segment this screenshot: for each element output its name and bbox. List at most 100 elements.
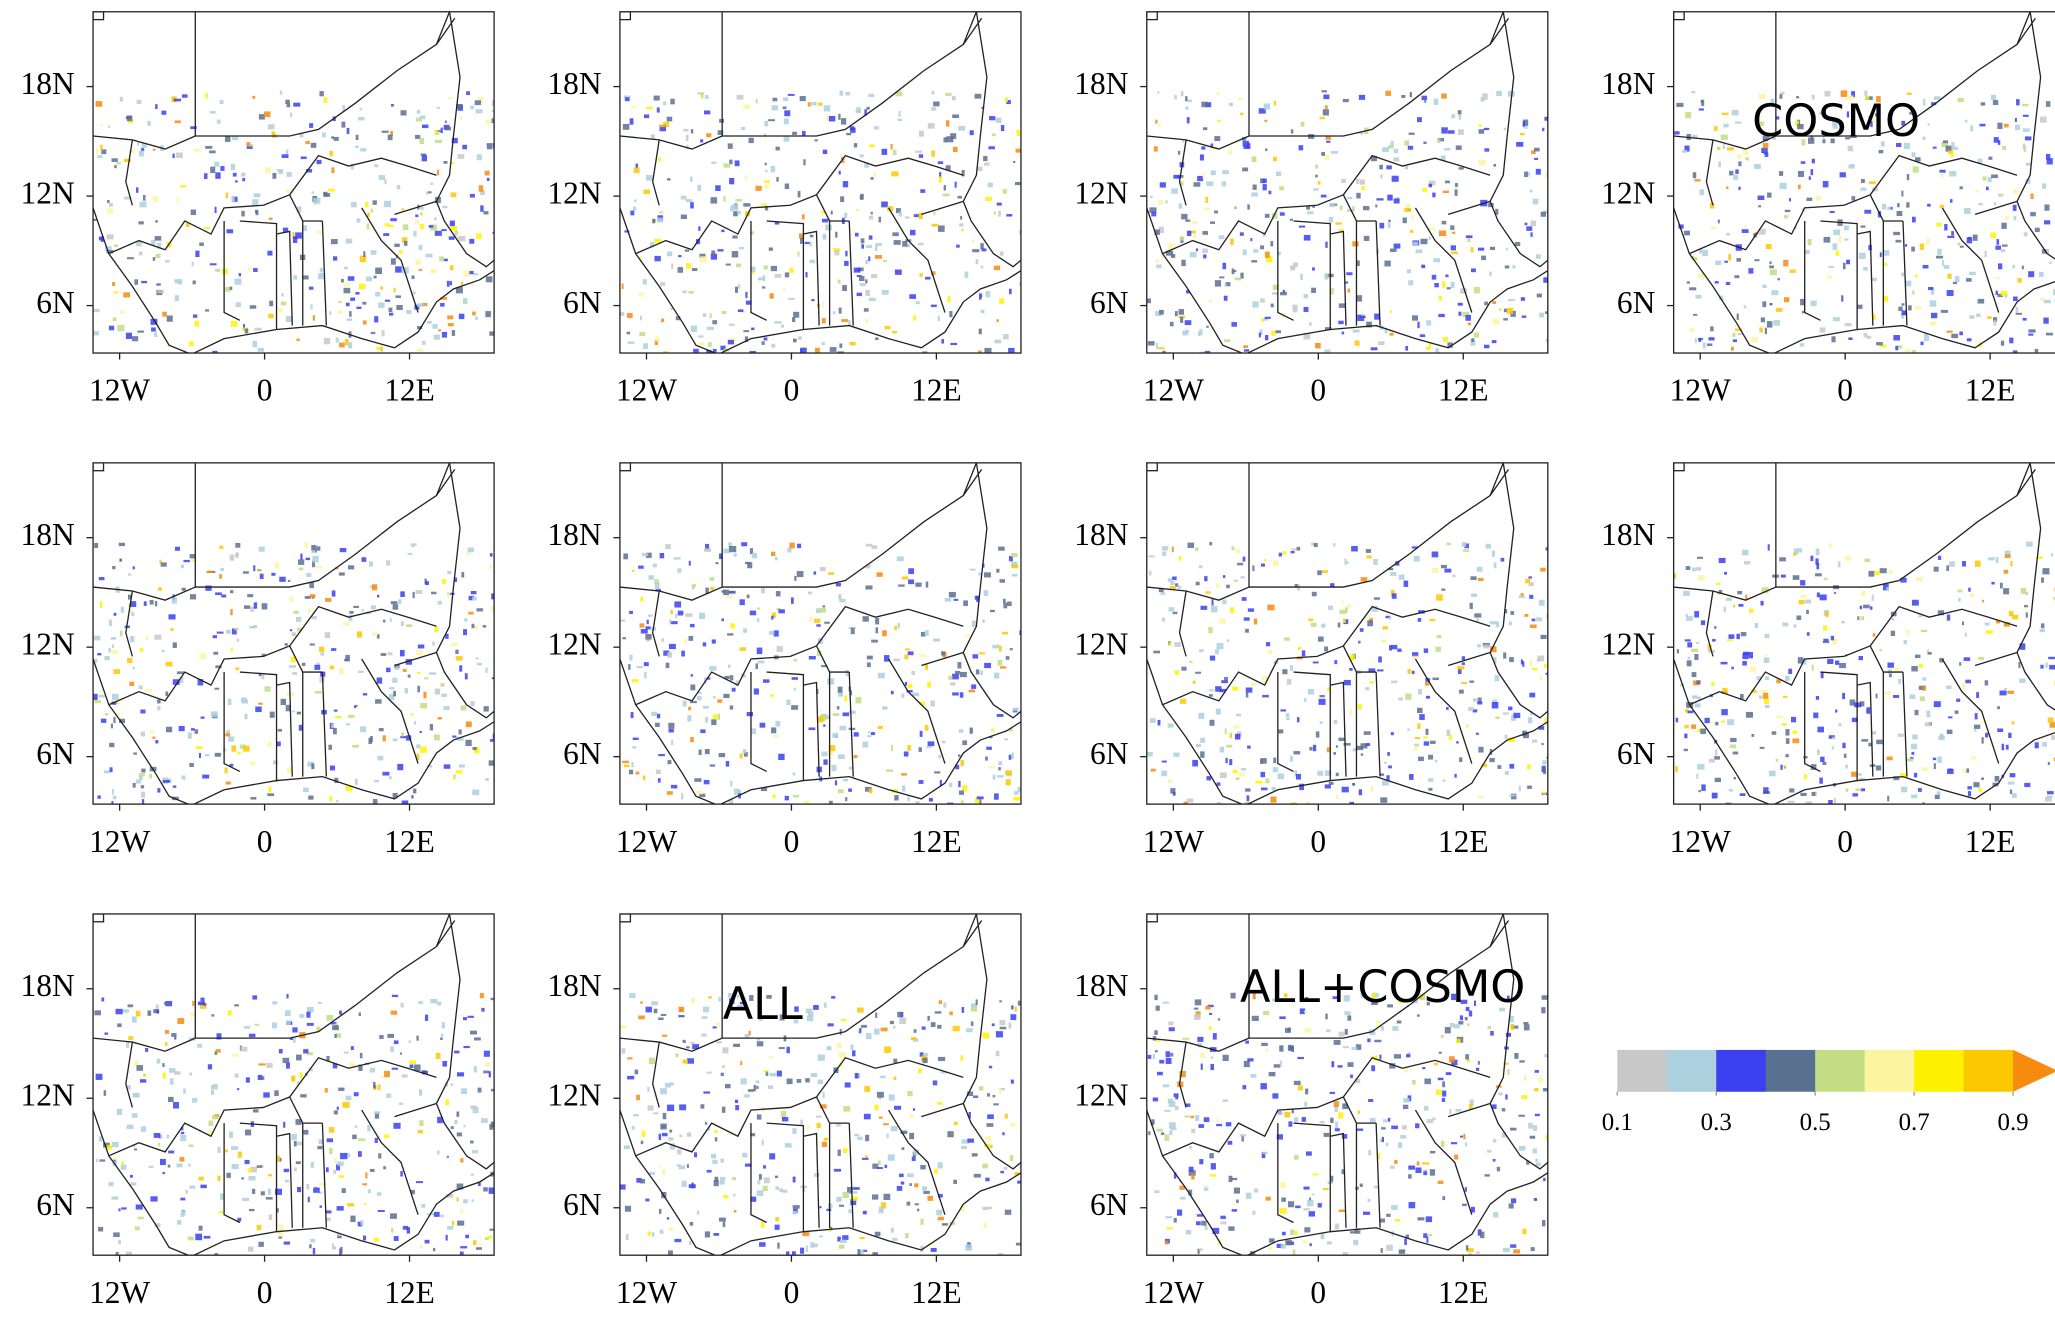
precip-speck [1181,91,1184,96]
precip-speck [1928,287,1933,290]
precip-speck [388,135,393,141]
precip-speck [1425,682,1429,686]
precip-speck [690,177,692,182]
precip-speck [1694,654,1698,660]
precip-speck [988,146,994,149]
precip-speck [976,999,978,1005]
y-tick-label: 12N [21,626,75,661]
precip-speck [1471,268,1476,272]
precip-speck [971,1021,974,1026]
precip-speck [302,663,305,666]
precip-speck [1157,1072,1163,1075]
precip-speck [1251,683,1256,686]
precip-speck [972,1153,978,1156]
precip-speck [625,97,630,101]
precip-speck [1180,317,1183,323]
precip-speck [432,642,435,646]
precip-speck [1725,803,1731,809]
precip-speck [976,669,979,674]
precip-speck [1458,129,1464,135]
precip-speck [192,262,194,267]
precip-speck [1386,165,1392,169]
precip-speck [2001,223,2006,229]
precip-speck [231,321,238,327]
precip-speck [1510,1128,1517,1131]
precip-speck [1164,1110,1170,1112]
precip-speck [333,1170,336,1174]
precip-speck [632,570,634,572]
precip-speck [1951,142,1954,147]
precip-speck [2002,744,2004,750]
precip-speck [654,1009,658,1013]
precip-speck [350,297,355,300]
precip-speck [1323,1188,1329,1190]
precip-speck [183,1211,186,1216]
precip-speck [978,573,981,576]
precip-speck [219,546,223,549]
precip-speck [1199,565,1203,568]
precip-speck [1197,1037,1203,1042]
precip-speck [1260,1083,1266,1089]
precip-speck [2025,136,2032,140]
precip-speck [1524,614,1528,617]
precip-speck [1274,101,1276,106]
precip-speck [136,1011,141,1017]
precip-speck [669,644,676,649]
precip-speck [875,1105,879,1111]
precip-speck [1541,212,1546,217]
precip-speck [134,279,138,284]
precip-speck [1920,696,1925,701]
precip-speck [825,225,832,231]
precip-speck [1905,244,1907,247]
precip-speck [639,292,644,296]
precip-speck [882,706,887,709]
precip-speck [1412,656,1419,659]
precip-speck [2024,232,2028,236]
precip-speck [960,692,963,697]
precip-speck [1675,766,1678,772]
precip-speck [938,1057,945,1061]
precip-speck [309,583,314,589]
precip-speck [147,121,150,126]
precip-speck [174,1037,176,1040]
precip-speck [1882,204,1886,210]
precip-speck [1011,565,1018,569]
precip-speck [441,229,446,231]
precip-speck [827,114,829,120]
precip-speck [136,779,141,783]
precip-speck [1381,1248,1383,1253]
precip-speck [862,1158,869,1160]
precip-speck [1339,1032,1345,1037]
precip-speck [1804,775,1807,780]
precip-speck [231,164,235,170]
precip-speck [333,256,337,260]
precip-speck [121,607,124,613]
precip-field [93,90,498,356]
precip-speck [1979,124,1985,127]
y-tick-label: 6N [563,736,601,771]
precip-speck [886,769,893,771]
precip-speck [230,590,233,593]
precip-speck [1456,1039,1460,1043]
precip-speck [2023,318,2027,321]
precip-speck [458,236,465,241]
precip-speck [1957,243,1960,246]
precip-speck [1291,267,1296,271]
precip-speck [1743,149,1749,155]
precip-speck [1533,1125,1537,1131]
precip-speck [1450,225,1454,229]
precip-speck [296,1055,302,1061]
precip-speck [1907,174,1909,180]
precip-speck [1187,231,1191,236]
precip-speck [723,590,729,596]
precip-speck [1441,1141,1445,1147]
precip-speck [988,1207,992,1209]
precip-speck [310,643,315,645]
precip-speck [393,604,399,609]
precip-speck [254,1024,259,1026]
precip-speck [483,1071,489,1074]
precip-speck [1870,606,1872,609]
precip-speck [1937,249,1942,255]
precip-speck [472,1150,478,1153]
precip-speck [104,770,110,773]
